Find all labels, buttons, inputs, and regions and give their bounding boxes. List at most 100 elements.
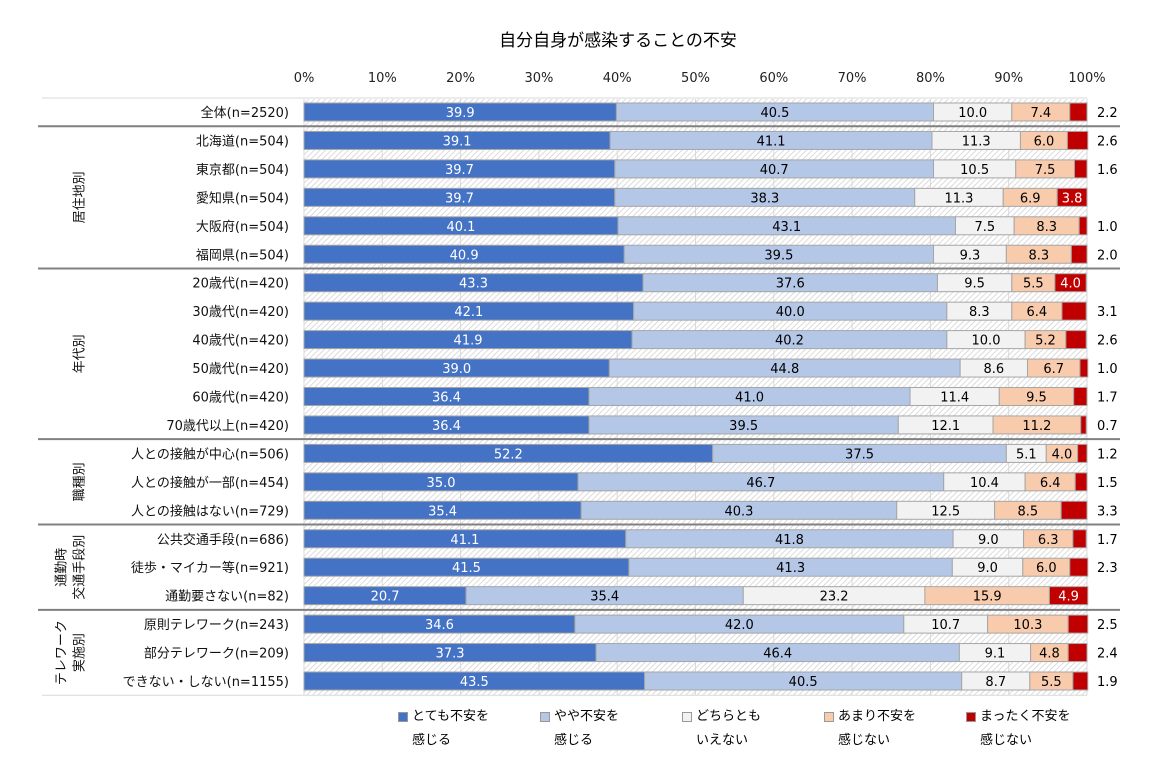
data-label: 6.0	[1034, 134, 1055, 149]
data-label: 0.7	[1097, 419, 1118, 434]
data-label: 15.9	[973, 590, 1002, 605]
data-label: 4.8	[1039, 647, 1060, 662]
data-label: 1.7	[1097, 391, 1118, 406]
group-label: 年代別	[73, 334, 88, 373]
bar-row: 41.9 40.2 10.0 5.2 2.6	[303, 330, 1118, 350]
data-label: 41.8	[775, 533, 804, 548]
data-label: 37.6	[776, 277, 805, 292]
x-tick-label: 50%	[681, 71, 710, 86]
legend-swatch	[540, 711, 550, 722]
bar-segment	[1073, 159, 1088, 179]
group-label: 実施別	[72, 633, 88, 672]
data-label: 40.5	[760, 106, 789, 121]
data-label: 10.7	[931, 618, 960, 633]
bar-row: 39.9 40.5 10.0 7.4 2.2	[303, 102, 1118, 122]
row-label: 部分テレワーク(n=209)	[144, 647, 289, 662]
data-label: 35.4	[590, 590, 619, 605]
bar-segment	[1070, 244, 1088, 264]
data-label: 5.5	[1023, 277, 1044, 292]
data-label: 5.5	[1041, 675, 1062, 690]
legend: とても不安を 感じる やや不安を 感じる どちらとも いえない あまり不安を 感じない まったく…	[398, 705, 1108, 753]
data-label: 2.5	[1097, 618, 1118, 633]
legend-label-line1: とても不安を	[398, 705, 540, 729]
data-label: 6.3	[1038, 533, 1059, 548]
data-label: 35.4	[428, 504, 457, 519]
data-label: 10.5	[960, 163, 989, 178]
legend-label-line2: 感じる	[412, 733, 452, 748]
data-label: 34.6	[425, 618, 454, 633]
row-label: 30歳代(n=420)	[192, 305, 289, 320]
x-tick-label: 80%	[916, 71, 945, 86]
data-label: 1.0	[1097, 362, 1118, 377]
legend-swatch	[682, 711, 692, 722]
row-label: 50歳代(n=420)	[192, 362, 289, 377]
row-label: 70歳代以上(n=420)	[166, 419, 289, 434]
bar-row: 39.7 40.7 10.5 7.5 1.6	[303, 159, 1118, 179]
bar-segment	[1073, 387, 1088, 406]
bar-segment	[1054, 273, 1087, 293]
data-label: 9.5	[964, 277, 985, 292]
row-label: 徒歩・マイカー等(n=921)	[131, 560, 289, 576]
bar-segment	[1069, 557, 1089, 577]
data-label: 9.3	[960, 248, 981, 263]
bar-row: 40.9 39.5 9.3 8.3 2.0	[303, 244, 1118, 264]
bar-row: 36.4 41.0 11.4 9.5 1.7	[303, 387, 1118, 406]
data-label: 12.5	[931, 504, 960, 519]
row-label: できない・しない(n=1155)	[123, 675, 289, 690]
bar-row: 52.2 37.5 5.1 4.0 1.2	[303, 443, 1118, 463]
data-label: 23.2	[820, 590, 849, 605]
data-label: 41.0	[735, 391, 764, 406]
data-label: 36.4	[432, 391, 461, 406]
data-label: 41.3	[776, 561, 805, 576]
data-label: 3.8	[1062, 191, 1083, 206]
x-tick-label: 60%	[759, 71, 788, 86]
data-label: 2.6	[1097, 134, 1118, 149]
row-label: 東京都(n=504)	[196, 162, 289, 178]
legend-label-line1: あまり不安を	[824, 705, 966, 729]
data-label: 3.1	[1097, 305, 1118, 320]
group-label: 通勤時	[55, 548, 70, 587]
row-label: 人との接触が一部(n=454)	[131, 475, 289, 491]
group-label: 交通手段別	[72, 535, 88, 600]
group-label: 職種別	[72, 462, 88, 501]
data-label: 6.0	[1036, 561, 1057, 576]
data-label: 39.0	[442, 362, 471, 377]
data-label: 38.3	[750, 191, 779, 206]
legend-item: とても不安を感じる	[398, 705, 540, 753]
bar-segment	[1061, 301, 1087, 321]
bar-segment	[1078, 216, 1088, 236]
legend-label-line1: どちらとも	[682, 705, 824, 729]
row-label: 北海道(n=504)	[196, 134, 289, 149]
bar-segment	[1065, 330, 1087, 350]
bar-segment	[1067, 643, 1088, 663]
data-label: 8.7	[985, 675, 1006, 690]
row-label: 全体(n=2520)	[201, 105, 289, 121]
data-label: 9.1	[985, 647, 1006, 662]
legend-label-line2: いえない	[696, 733, 749, 748]
chart-title: 自分自身が感染することの不安	[499, 31, 737, 51]
data-label: 35.0	[427, 476, 456, 491]
bar-row: 41.1 41.8 9.0 6.3 1.7	[303, 529, 1118, 549]
data-label: 11.3	[962, 134, 991, 149]
x-tick-label: 0%	[294, 71, 315, 86]
bar-segment	[1080, 415, 1087, 435]
data-label: 39.5	[764, 248, 793, 263]
row-label: 原則テレワーク(n=243)	[144, 618, 289, 633]
data-label: 37.5	[845, 447, 874, 462]
row-label: 愛知県(n=504)	[196, 190, 289, 206]
data-label: 1.6	[1097, 163, 1118, 178]
data-label: 42.1	[454, 305, 483, 320]
data-label: 39.7	[445, 191, 474, 206]
data-label: 11.4	[940, 391, 969, 406]
data-label: 39.7	[445, 163, 474, 178]
data-label: 43.5	[460, 675, 489, 690]
bar-row: 37.3 46.4 9.1 4.8 2.4	[303, 643, 1118, 663]
bars: 39.9 40.5 10.0 7.4 2.2 39.1 41.1 11.3 6.0 2.6 39.7…	[303, 102, 1118, 691]
row-label: 人との接触はない(n=729)	[131, 503, 289, 519]
data-label: 42.0	[725, 618, 754, 633]
x-tick-label: 40%	[603, 71, 632, 86]
data-label: 46.7	[746, 476, 775, 491]
data-label: 11.3	[945, 191, 974, 206]
bar-segment	[1072, 671, 1089, 691]
data-label: 1.2	[1097, 447, 1118, 462]
